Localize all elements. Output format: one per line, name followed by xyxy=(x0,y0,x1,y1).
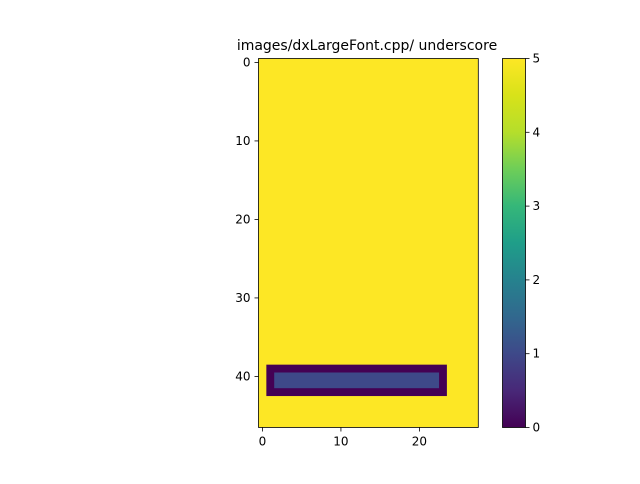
y-tick-label: 0 xyxy=(243,55,251,69)
x-tick-label: 0 xyxy=(259,434,267,448)
y-tick-label: 30 xyxy=(235,291,250,305)
heatmap-cell-region-1 xyxy=(274,372,440,389)
colorbar-frame xyxy=(502,58,526,428)
colorbar-tick-label: 0 xyxy=(533,421,541,435)
plot-area: 0 10 20 0 10 20 30 40 xyxy=(235,55,479,448)
colorbar-tick-label: 5 xyxy=(533,52,541,66)
colorbar-tick-label: 4 xyxy=(533,125,541,139)
chart-title: images/dxLargeFont.cpp/ underscore xyxy=(237,38,497,54)
y-tick-label: 20 xyxy=(235,212,250,226)
colorbar-tick-label: 3 xyxy=(533,199,541,213)
colorbar-gradient xyxy=(502,58,526,428)
colorbar: 0 1 2 3 4 5 xyxy=(502,52,541,435)
x-tick-label: 10 xyxy=(333,434,348,448)
colorbar-tick-label: 1 xyxy=(533,347,541,361)
y-tick-label: 40 xyxy=(235,369,250,383)
plot-frame xyxy=(258,58,479,428)
y-tick-label: 10 xyxy=(235,134,250,148)
colorbar-tick-label: 2 xyxy=(533,273,541,287)
x-tick-label: 20 xyxy=(412,434,427,448)
